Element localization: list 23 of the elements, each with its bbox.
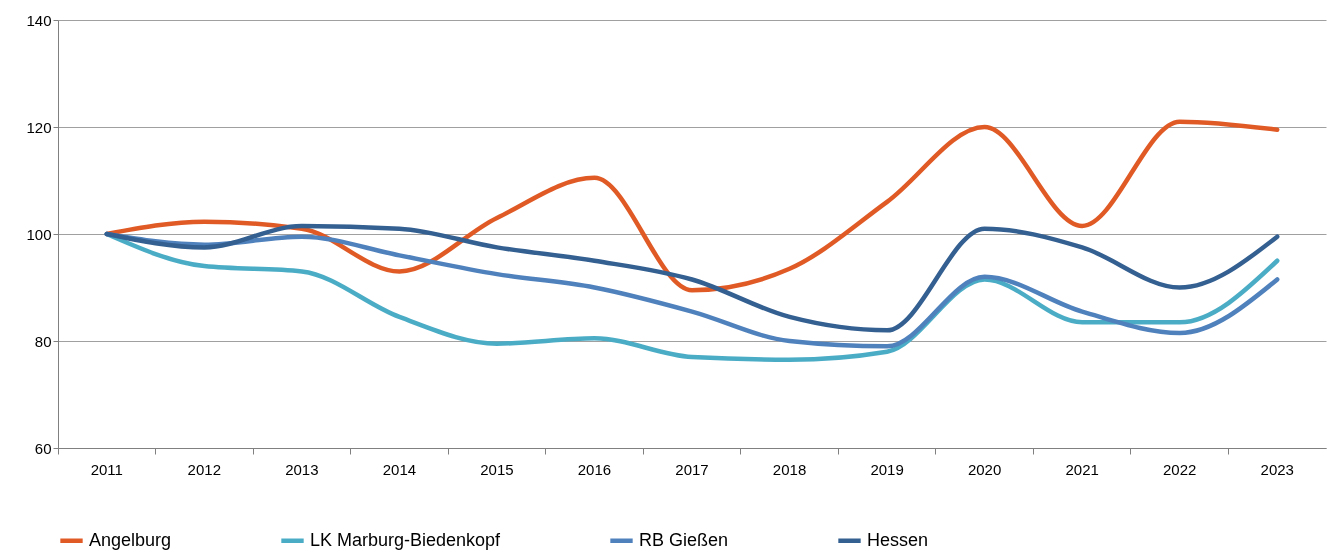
x-tick-label: 2011	[90, 460, 123, 478]
y-tick-label: 60	[34, 439, 52, 457]
y-tick-label: 100	[26, 225, 52, 243]
legend-label: Hessen	[867, 529, 929, 550]
x-tick-label: 2016	[577, 460, 612, 478]
x-tick-label: 2015	[480, 460, 514, 478]
x-tick-label: 2013	[285, 460, 319, 478]
x-tick-label: 2018	[772, 460, 807, 478]
y-tick-label: 120	[26, 118, 52, 136]
x-tick-label: 2017	[675, 460, 709, 478]
legend-label: LK Marburg-Biedenkopf	[310, 529, 502, 550]
x-tick-label: 2014	[382, 460, 417, 478]
y-tick-label: 80	[34, 332, 52, 350]
y-tick-label: 140	[26, 11, 52, 29]
x-tick-label: 2023	[1260, 460, 1294, 478]
x-tick-label: 2020	[967, 460, 1002, 478]
line-series	[104, 223, 1280, 333]
x-tick-label: 2022	[1163, 460, 1197, 478]
legend-label: Angelburg	[89, 529, 172, 550]
x-tick-label: 2012	[187, 460, 221, 478]
legend-label: RB Gießen	[639, 529, 729, 550]
x-tick-label: 2019	[870, 460, 904, 478]
x-tick-label: 2021	[1065, 460, 1099, 478]
